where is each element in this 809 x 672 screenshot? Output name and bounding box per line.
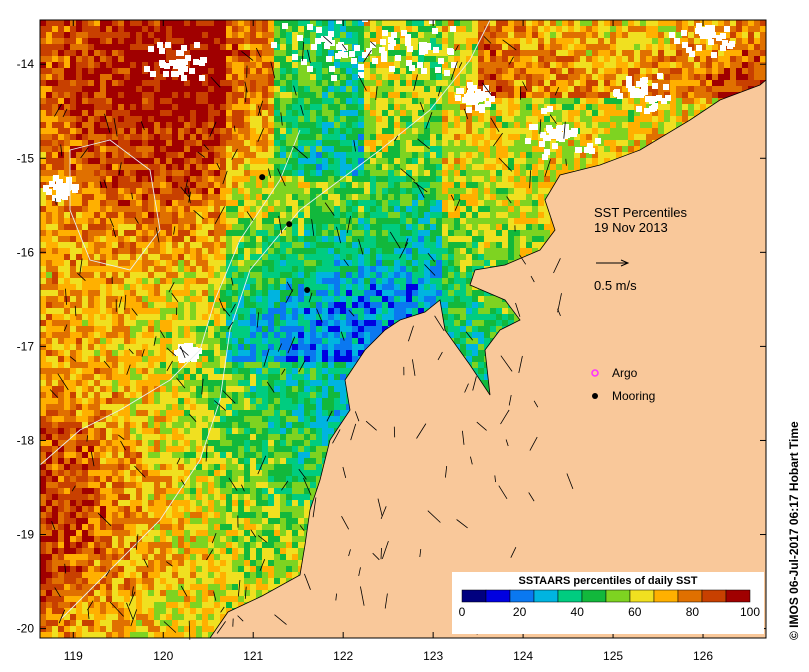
colorbar-swatch — [653, 589, 679, 603]
colorbar-swatch — [581, 589, 607, 603]
plot-border — [39, 19, 767, 639]
colorbar-swatches — [461, 589, 751, 603]
colorbar-swatch — [677, 589, 703, 603]
lon-tick-label: 124 — [513, 649, 533, 663]
land-mass — [209, 20, 767, 639]
lon-tick-label: 125 — [603, 649, 623, 663]
colorbar-swatch — [509, 589, 535, 603]
velocity-scale-arrow — [596, 259, 630, 267]
colorbar-swatch — [725, 589, 751, 603]
lat-tick-label: -17 — [17, 339, 35, 353]
colorbar-swatch — [485, 589, 511, 603]
lon-tick-label: 119 — [64, 649, 83, 663]
colorbar-swatch — [557, 589, 583, 603]
colorbar-title: SSTAARS percentiles of daily SST — [519, 575, 698, 587]
lat-tick-label: -16 — [17, 245, 35, 259]
mooring-marker — [286, 221, 293, 228]
lat-tick-label: -15 — [17, 151, 35, 165]
colorbar-tick-label: 100 — [740, 605, 760, 619]
lat-tick-label: -18 — [17, 433, 35, 447]
longitude-axis: 119 120 121 122 123 124 125 126 — [64, 20, 713, 663]
lat-tick-label: -14 — [17, 57, 35, 71]
latitude-axis: -14 -15 -16 -17 -18 -19 -20 — [17, 57, 766, 636]
colorbar-swatch — [701, 589, 727, 603]
lon-tick-label: 123 — [423, 649, 443, 663]
mooring-marker — [304, 287, 311, 293]
colorbar-panel — [452, 572, 764, 634]
lon-tick-label: 126 — [693, 649, 713, 663]
colorbar-tick-label: 0 — [459, 605, 466, 619]
colorbar-swatch — [533, 589, 559, 603]
mooring-legend-label: Mooring — [612, 389, 655, 403]
lat-tick-label: -19 — [17, 528, 35, 542]
map-title: SST Percentiles — [594, 205, 687, 220]
map-date: 19 Nov 2013 — [594, 220, 668, 235]
depth-contours — [39, 19, 491, 621]
mooring-legend-marker — [592, 393, 598, 399]
lat-tick-label: -20 — [17, 622, 35, 636]
velocity-scale-label: 0.5 m/s — [594, 278, 637, 293]
colorbar-tick-label: 80 — [686, 605, 700, 619]
colorbar-tick-label: 40 — [571, 605, 585, 619]
colorbar-swatch — [629, 589, 655, 603]
argo-legend-label: Argo — [612, 366, 638, 380]
colorbar-labels: 0 20 40 60 80 100 — [459, 605, 761, 619]
lon-tick-label: 122 — [333, 649, 353, 663]
colorbar-swatch — [605, 589, 631, 603]
colorbar-tick-label: 60 — [628, 605, 642, 619]
colorbar-tick-label: 20 — [513, 605, 527, 619]
mooring-markers — [259, 174, 311, 293]
cloud-gaps — [43, 5, 735, 363]
colorbar-swatch — [461, 589, 487, 603]
credit-text: © IMOS 06-Jul-2017 06:17 Hobart Time — [787, 421, 801, 640]
lon-tick-label: 121 — [243, 649, 263, 663]
lon-tick-label: 120 — [153, 649, 173, 663]
argo-legend-marker — [591, 369, 599, 377]
mooring-marker — [259, 174, 266, 181]
